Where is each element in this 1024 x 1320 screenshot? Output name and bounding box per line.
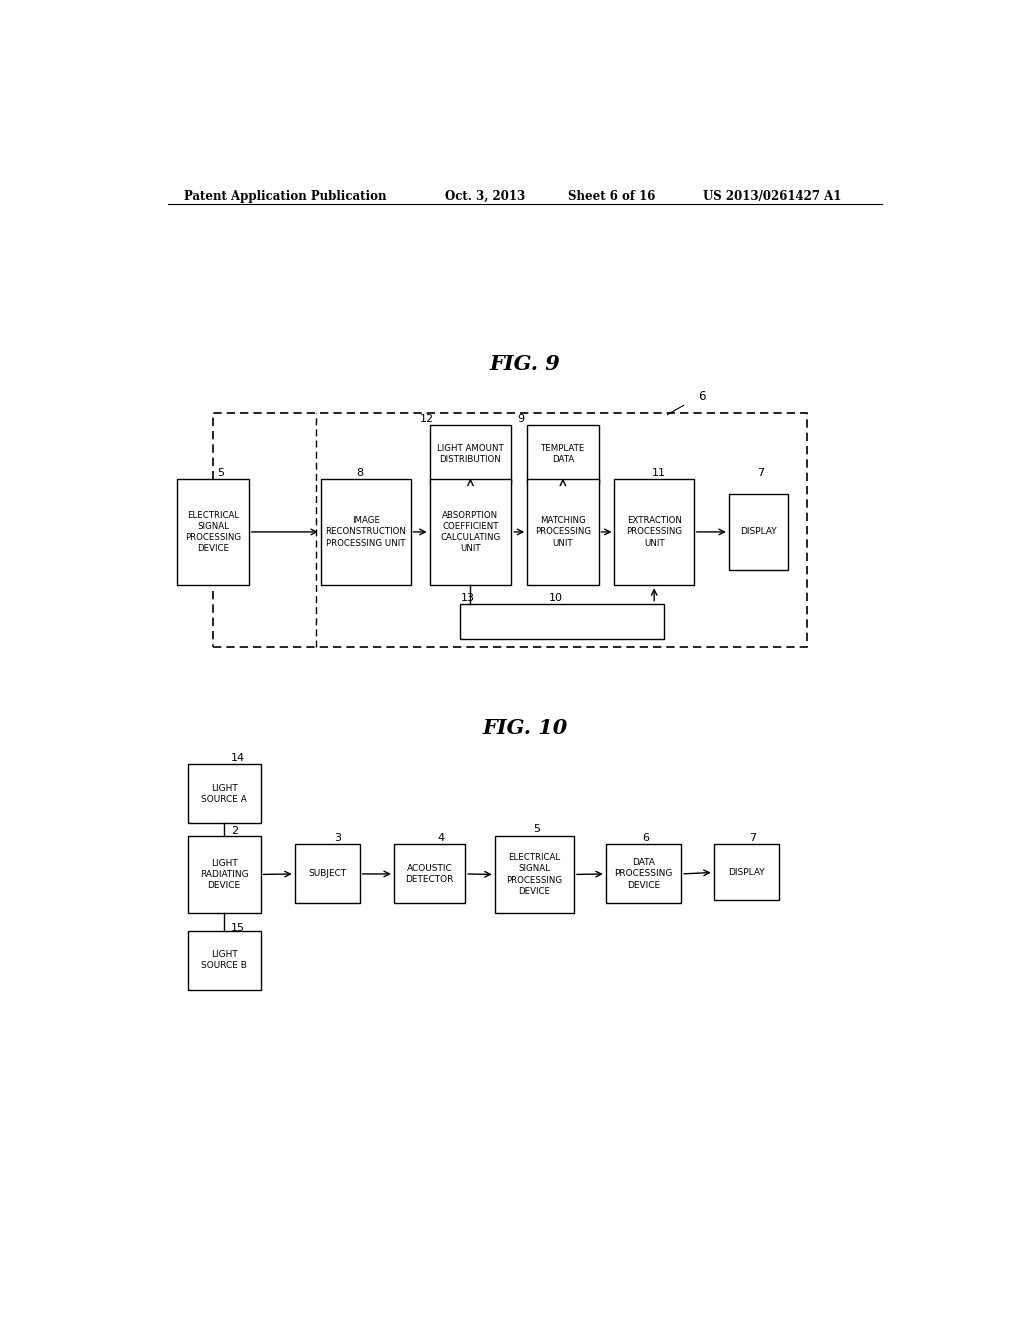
Text: ELECTRICAL
SIGNAL
PROCESSING
DEVICE: ELECTRICAL SIGNAL PROCESSING DEVICE (185, 511, 241, 553)
Bar (430, 425, 511, 483)
Text: 14: 14 (231, 754, 246, 763)
Bar (729, 494, 788, 570)
Bar (321, 479, 411, 585)
Text: FIG. 10: FIG. 10 (482, 718, 567, 738)
Text: EXTRACTION
PROCESSING
UNIT: EXTRACTION PROCESSING UNIT (626, 516, 682, 548)
Text: 7: 7 (758, 467, 765, 478)
Bar (213, 413, 807, 647)
Text: Patent Application Publication: Patent Application Publication (183, 190, 386, 202)
Bar (295, 845, 359, 903)
Text: 5: 5 (532, 824, 540, 834)
Text: 7: 7 (749, 833, 756, 843)
Text: LIGHT AMOUNT
DISTRIBUTION: LIGHT AMOUNT DISTRIBUTION (437, 444, 504, 465)
Text: 10: 10 (549, 593, 562, 602)
Bar (187, 764, 260, 824)
Text: LIGHT
SOURCE A: LIGHT SOURCE A (201, 784, 247, 804)
Bar (187, 931, 260, 990)
Text: LIGHT
RADIATING
DEVICE: LIGHT RADIATING DEVICE (200, 859, 249, 890)
Text: ABSORPTION
COEFFICIENT
CALCULATING
UNIT: ABSORPTION COEFFICIENT CALCULATING UNIT (440, 511, 501, 553)
Bar (430, 479, 511, 585)
Text: IMAGE
RECONSTRUCTION
PROCESSING UNIT: IMAGE RECONSTRUCTION PROCESSING UNIT (326, 516, 407, 548)
Text: 2: 2 (231, 826, 239, 837)
Bar (527, 425, 599, 483)
Bar (527, 479, 599, 585)
Bar (177, 479, 249, 585)
Text: 15: 15 (231, 923, 245, 933)
Bar (460, 603, 665, 639)
Bar (614, 479, 694, 585)
Bar (495, 837, 574, 912)
Text: ACOUSTIC
DETECTOR: ACOUSTIC DETECTOR (406, 863, 454, 884)
Text: 8: 8 (355, 467, 362, 478)
Bar (394, 845, 465, 903)
Bar (187, 837, 260, 912)
Text: DATA
PROCESSING
DEVICE: DATA PROCESSING DEVICE (614, 858, 673, 890)
Text: Sheet 6 of 16: Sheet 6 of 16 (568, 190, 655, 202)
Text: DISPLAY: DISPLAY (740, 528, 777, 536)
Text: 11: 11 (652, 467, 666, 478)
Text: 4: 4 (437, 833, 444, 843)
Text: TEMPLATE
DATA: TEMPLATE DATA (541, 444, 585, 465)
Text: DISPLAY: DISPLAY (728, 869, 765, 876)
Text: 9: 9 (517, 413, 524, 424)
Text: Oct. 3, 2013: Oct. 3, 2013 (445, 190, 525, 202)
Text: 5: 5 (217, 467, 224, 478)
Text: ELECTRICAL
SIGNAL
PROCESSING
DEVICE: ELECTRICAL SIGNAL PROCESSING DEVICE (506, 853, 562, 895)
Text: 13: 13 (461, 593, 475, 602)
Text: SUBJECT: SUBJECT (308, 870, 346, 878)
Text: 3: 3 (334, 833, 341, 843)
Bar (606, 845, 681, 903)
Text: 6: 6 (697, 391, 706, 404)
Text: LIGHT
SOURCE B: LIGHT SOURCE B (201, 950, 247, 970)
Bar (714, 845, 778, 900)
Text: 12: 12 (420, 413, 434, 424)
Text: FIG. 9: FIG. 9 (489, 354, 560, 374)
Text: 6: 6 (642, 833, 649, 843)
Text: MATCHING
PROCESSING
UNIT: MATCHING PROCESSING UNIT (535, 516, 591, 548)
Text: US 2013/0261427 A1: US 2013/0261427 A1 (703, 190, 842, 202)
